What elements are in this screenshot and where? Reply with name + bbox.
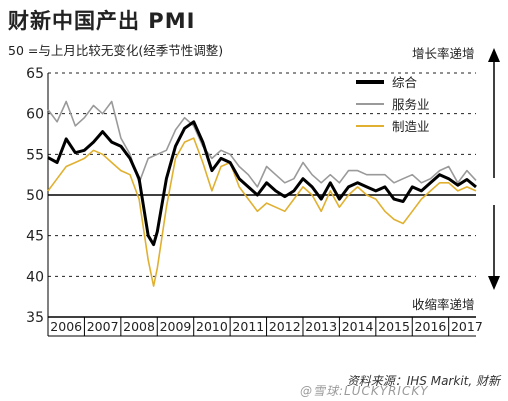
source-note: 资料来源：IHS Markit, 财新 <box>346 374 500 388</box>
series-line-composite <box>47 120 477 247</box>
x-tick-label: 2010 <box>196 319 228 334</box>
x-tick-label: 2013 <box>305 319 337 334</box>
watermark-text: @雪球:LUCKYRICKY <box>300 384 429 398</box>
y-tick-label: 45 <box>26 229 44 245</box>
legend-label: 服务业 <box>392 97 430 112</box>
legend-label: 综合 <box>392 75 418 90</box>
y-tick-label: 65 <box>26 66 44 82</box>
y-tick-label: 50 <box>26 188 44 204</box>
chart-title: 财新中国产出 PMI <box>8 9 196 33</box>
x-tick-label: 2015 <box>378 319 410 334</box>
x-tick-label: 2006 <box>50 319 82 334</box>
y-tick-label: 35 <box>26 310 44 326</box>
y-tick-label: 60 <box>26 107 44 123</box>
x-tick-label: 2012 <box>269 319 301 334</box>
increase-label: 增长率递增 <box>412 46 475 61</box>
y-tick-label: 55 <box>26 147 44 163</box>
arrow-up-icon <box>488 48 500 62</box>
decrease-label: 收缩率递增 <box>412 297 475 312</box>
x-tick-label: 2017 <box>451 319 483 334</box>
y-tick-label: 40 <box>26 269 44 285</box>
x-tick-label: 2009 <box>160 319 192 334</box>
x-tick-label: 2011 <box>232 319 264 334</box>
x-tick-label: 2014 <box>342 319 374 334</box>
legend-label: 制造业 <box>392 119 430 134</box>
x-tick-label: 2016 <box>415 319 447 334</box>
series-line-services <box>47 100 477 188</box>
x-tick-label: 2008 <box>123 319 155 334</box>
chart-subtitle: 50 =与上月比较无变化(经季节性调整) <box>8 43 224 58</box>
x-tick-label: 2007 <box>87 319 119 334</box>
series-line-manufacturing <box>47 137 477 287</box>
arrow-down-icon <box>488 276 500 290</box>
